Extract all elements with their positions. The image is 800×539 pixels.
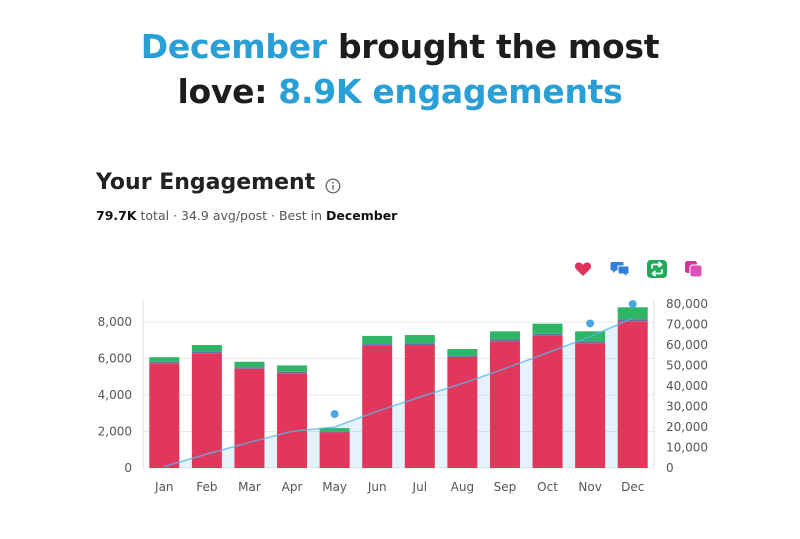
headline-highlight-total: 8.9K engagements [278, 72, 623, 111]
x-tick-label: Apr [282, 480, 303, 494]
bar-likes [234, 368, 265, 468]
bar-reposts [191, 345, 222, 352]
chart-headline: December brought the most love: 8.9K eng… [0, 24, 800, 114]
bar-reposts [617, 307, 648, 320]
bar-likes [319, 432, 350, 468]
bar-replies [575, 341, 606, 344]
bar-reposts [277, 365, 308, 372]
card-title: Your Engagement [96, 170, 341, 195]
cumulative-line [164, 317, 634, 468]
x-tick-label: Dec [621, 480, 644, 494]
bar-likes [447, 356, 478, 468]
x-tick-label: Mar [238, 480, 261, 494]
x-tick-label: Sep [494, 480, 517, 494]
engagement-summary: 79.7K total · 34.9 avg/post · Best in De… [96, 208, 397, 223]
bar-reposts [149, 357, 180, 362]
total-value: 79.7K [96, 208, 137, 223]
x-tick-label: Oct [537, 480, 558, 494]
repost-icon[interactable] [646, 258, 668, 280]
x-tick-label: Jun [367, 480, 387, 494]
y-right-tick-label: 50,000 [666, 359, 708, 373]
avg-per-post: 34.9 avg/post [181, 208, 268, 223]
bar-likes [191, 353, 222, 468]
bar-reposts [489, 331, 520, 340]
x-tick-label: Nov [578, 480, 601, 494]
y-left-tick-label: 0 [124, 461, 132, 475]
headline-text-1: brought the most [326, 27, 660, 66]
bar-likes [575, 343, 606, 468]
bar-replies [149, 361, 180, 364]
bar-replies [617, 319, 648, 322]
x-tick-label: Feb [196, 480, 217, 494]
best-month: December [325, 208, 398, 223]
bar-likes [489, 341, 520, 468]
bar-likes [404, 345, 435, 468]
y-right-tick-label: 70,000 [666, 318, 708, 332]
bar-replies [191, 351, 222, 354]
bar-reposts [532, 323, 563, 334]
y-left-tick-label: 6,000 [98, 352, 132, 366]
x-tick-label: Jan [154, 480, 174, 494]
cumulative-point [628, 300, 637, 308]
y-left-tick-label: 4,000 [98, 388, 132, 402]
best-label: · Best in [267, 208, 326, 223]
bar-reposts [234, 361, 265, 368]
bar-replies [277, 371, 308, 374]
quote-copy-icon[interactable] [683, 258, 705, 280]
engagement-chart: 0 2,000 4,000 6,000 8,000 0 10,000 20,000 30,000… [98, 297, 708, 494]
x-tick-label: Aug [451, 480, 474, 494]
bar-reposts [404, 334, 435, 344]
x-tick-label: May [322, 480, 347, 494]
card-title-text: Your Engagement [96, 170, 316, 195]
y-right-tick-label: 80,000 [666, 297, 708, 311]
cumulative-point [330, 410, 339, 419]
bar-replies [489, 339, 520, 342]
y-right-tick-label: 30,000 [666, 400, 708, 414]
bar-likes [617, 321, 648, 468]
reply-bubble-icon[interactable] [609, 258, 631, 280]
bar-replies [234, 367, 265, 369]
bar-likes [362, 345, 393, 468]
y-right-tick-label: 40,000 [666, 379, 708, 393]
bar-replies [532, 333, 563, 336]
y-right-tick-label: 0 [666, 461, 674, 475]
y-left-tick-label: 8,000 [98, 315, 132, 329]
headline-text-2: love: [177, 72, 279, 111]
bar-reposts [362, 335, 393, 345]
x-tick-label: Jul [412, 480, 427, 494]
info-icon[interactable] [325, 175, 341, 193]
bar-replies [447, 355, 478, 357]
y-right-tick-label: 10,000 [666, 441, 708, 455]
bar-likes [149, 363, 180, 468]
bar-replies [319, 431, 350, 433]
y-left-tick-label: 2,000 [98, 425, 132, 439]
total-label: total · [136, 208, 182, 223]
bar-reposts [319, 428, 350, 432]
bar-reposts [447, 349, 478, 356]
bar-replies [404, 343, 435, 345]
y-right-tick-label: 60,000 [666, 338, 708, 352]
series-legend [572, 258, 705, 280]
bar-likes [277, 373, 308, 468]
cumulative-point [586, 319, 595, 328]
heart-icon[interactable] [572, 258, 594, 280]
bar-replies [362, 344, 393, 346]
bar-likes [532, 335, 563, 468]
y-right-tick-label: 20,000 [666, 420, 708, 434]
headline-highlight-month: December [140, 27, 327, 66]
